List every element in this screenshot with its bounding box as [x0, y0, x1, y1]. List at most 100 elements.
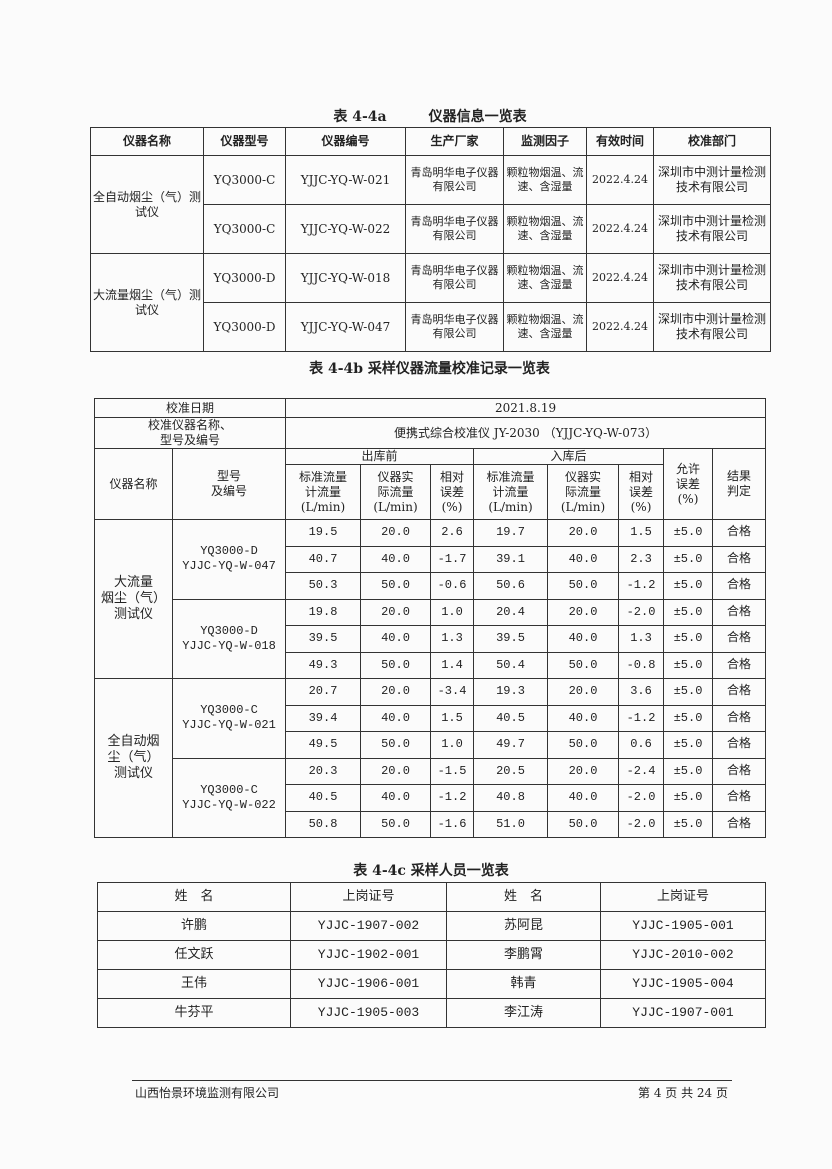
cell: 20.0 — [360, 757, 432, 785]
cell: 合格 — [712, 545, 767, 573]
id-cell: YJJC-1905-003 — [290, 998, 447, 1028]
model-cell: YQ3000-D YJJC-YQ-W-047 — [171, 519, 287, 600]
cell: 50.0 — [360, 651, 432, 679]
cell: 合格 — [712, 519, 767, 547]
cell: 3.6 — [618, 678, 665, 706]
header-cell: 标准流量 计流量 (L/min) — [473, 464, 549, 520]
calibration-table: 校准日期 2021.8.19 校准仪器名称、 型号及编号 便携式综合校准仪 JY-20… — [93, 398, 767, 838]
cell: 20.0 — [360, 678, 432, 706]
cell: 合格 — [712, 678, 767, 706]
table-row: 49.5 50.0 1.0 49.7 50.0 0.6 ±5.0 合格 — [95, 731, 767, 759]
cell: 50.8 — [285, 810, 362, 838]
cell: 49.5 — [285, 731, 362, 759]
cell: YQ3000-D — [203, 253, 286, 303]
cell: 20.3 — [285, 757, 362, 785]
cell: ±5.0 — [663, 545, 714, 573]
header-cell: 型号 及编号 — [171, 448, 287, 520]
instrument-name: 大流量烟尘（气）测试仪 — [90, 253, 204, 352]
cell: 50.0 — [547, 731, 620, 759]
header-cell: 结果 判定 — [712, 448, 767, 520]
cell: 青岛明华电子仪器有限公司 — [405, 204, 504, 254]
cell: ±5.0 — [663, 651, 714, 679]
cell: 50.6 — [473, 572, 549, 600]
cell: 50.4 — [473, 651, 549, 679]
cell: -1.2 — [618, 704, 665, 732]
header-cell: 相对 误差 (%) — [618, 464, 665, 520]
header-cell: 仪器名称 — [94, 448, 173, 520]
cell: 2.3 — [618, 545, 665, 573]
table-row: 仪器名称 仪器型号 仪器编号 生产厂家 监测因子 有效时间 校准部门 — [90, 127, 771, 156]
cell: 50.0 — [547, 810, 620, 838]
cell: 2022.4.24 — [586, 204, 654, 254]
table-row: 标准流量 计流量 (L/min) 仪器实 际流量 (L/min) 相对 误差 (%)… — [95, 464, 766, 520]
cell: 合格 — [712, 810, 767, 838]
cell: 40.0 — [360, 784, 432, 812]
cell: 39.1 — [473, 545, 549, 573]
table-row: 大流量 烟尘（气） 测试仪 YQ3000-D YJJC-YQ-W-047 19.5 2… — [94, 519, 767, 679]
cell: -1.7 — [430, 545, 475, 573]
cell: 50.3 — [285, 572, 362, 600]
cell: 40.5 — [285, 784, 362, 812]
cell: 1.4 — [430, 651, 475, 679]
cell: ±5.0 — [663, 704, 714, 732]
header-cell: 允许 误差 (%) — [663, 448, 714, 520]
cell: 合格 — [712, 704, 767, 732]
label-cell: 校准仪器名称、 型号及编号 — [93, 417, 287, 449]
id-cell: YJJC-1906-001 — [290, 969, 447, 999]
name-cell: 李江涛 — [446, 998, 601, 1028]
cell: 20.7 — [285, 678, 362, 706]
instrument-name: 大流量 烟尘（气） 测试仪 — [94, 519, 173, 679]
cell: 2022.4.24 — [586, 155, 654, 205]
table-title: 表 4-4a 仪器信息一览表 — [333, 109, 527, 125]
table-row: 任文跃 YJJC-1902-001 李鹏霄 YJJC-2010-002 — [97, 940, 766, 970]
instrument-table: 仪器名称 仪器型号 仪器编号 生产厂家 监测因子 有效时间 校准部门 全自动烟尘（气）测试仪 Y… — [90, 127, 771, 352]
cell: ±5.0 — [663, 598, 714, 626]
cell: 合格 — [712, 651, 767, 679]
table-row: 40.7 40.0 -1.7 39.1 40.0 2.3 ±5.0 合格 — [95, 545, 767, 573]
cell: -2.4 — [618, 757, 665, 785]
name-cell: 李鹏霄 — [446, 940, 601, 970]
cell: 40.0 — [547, 545, 620, 573]
cell: 50.0 — [360, 731, 432, 759]
cell: 合格 — [712, 731, 767, 759]
cell: 2022.4.24 — [586, 302, 654, 352]
cell: -1.2 — [618, 572, 665, 600]
cell: 青岛明华电子仪器有限公司 — [405, 155, 504, 205]
cell: -2.0 — [618, 810, 665, 838]
table-row: 许鹏 YJJC-1907-002 苏阿昆 YJJC-1905-001 — [97, 911, 766, 941]
instrument-name: 全自动烟尘（气）测试仪 — [90, 155, 204, 254]
cell: -0.8 — [618, 651, 665, 679]
table-row: 49.3 50.0 1.4 50.4 50.0 -0.8 ±5.0 合格 — [95, 651, 767, 679]
header-cell: 校准部门 — [653, 127, 771, 156]
id-cell: YJJC-1905-004 — [600, 969, 766, 999]
cell: 合格 — [712, 784, 767, 812]
cell: -1.2 — [430, 784, 475, 812]
cell: -2.0 — [618, 598, 665, 626]
footer-company: 山西怡景环境监测有限公司 — [135, 1086, 280, 1100]
table-title: 表 4-4c 采样人员一览表 — [353, 863, 509, 879]
cell: 40.0 — [547, 784, 620, 812]
cell: 深圳市中测计量检测技术有限公司 — [653, 302, 771, 352]
name-cell: 苏阿昆 — [446, 911, 601, 941]
header-cell: 上岗证号 — [290, 882, 447, 912]
model-cell: YQ3000-C YJJC-YQ-W-021 — [171, 678, 287, 759]
table-row: YQ3000-D YJJC-YQ-W-018 19.8 20.0 1.0 20.4 20.… — [95, 598, 767, 679]
cell: ±5.0 — [663, 625, 714, 653]
cell: ±5.0 — [663, 784, 714, 812]
cell: -3.4 — [430, 678, 475, 706]
header-cell: 有效时间 — [586, 127, 654, 156]
cell: YQ3000-D — [203, 302, 286, 352]
cell: 49.7 — [473, 731, 549, 759]
id-cell: YJJC-1907-001 — [600, 998, 766, 1028]
cell: 50.0 — [547, 651, 620, 679]
cell: 合格 — [712, 572, 767, 600]
id-cell: YJJC-1905-001 — [600, 911, 766, 941]
id-cell: YJJC-2010-002 — [600, 940, 766, 970]
header-cell: 仪器实 际流量 (L/min) — [360, 464, 432, 520]
cell: 40.7 — [285, 545, 362, 573]
cell: YJJC-YQ-W-018 — [285, 253, 406, 303]
table-row: 全自动烟尘（气）测试仪 YQ3000-C YJJC-YQ-W-021 青岛明华电子仪器… — [90, 155, 771, 254]
table-row: 50.8 50.0 -1.6 51.0 50.0 -2.0 ±5.0 合格 — [95, 810, 767, 838]
cell: 40.5 — [473, 704, 549, 732]
cell: 深圳市中测计量检测技术有限公司 — [653, 253, 771, 303]
